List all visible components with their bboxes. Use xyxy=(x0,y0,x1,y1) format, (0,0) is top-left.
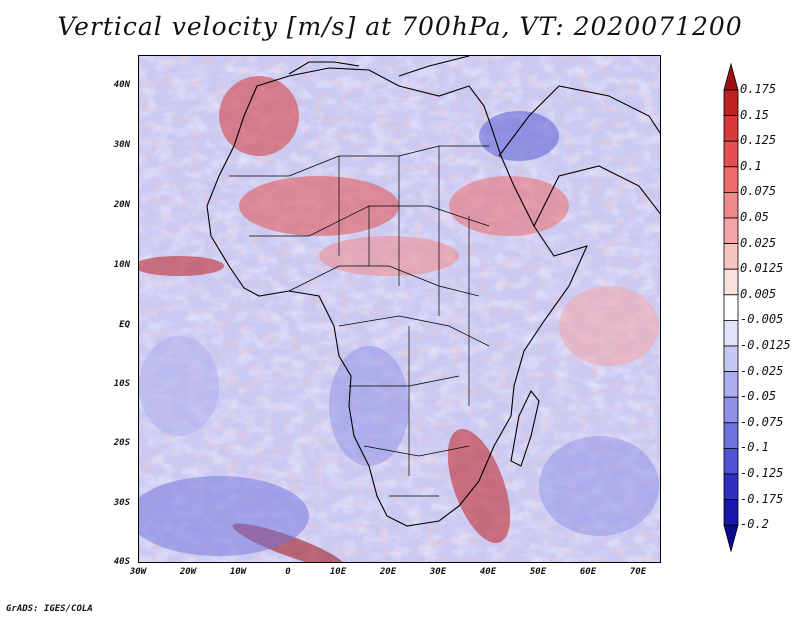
colorbar-label: -0.175 xyxy=(740,491,784,506)
colorbar-segment xyxy=(723,473,739,501)
colorbar-segment xyxy=(723,268,739,296)
lon-label: 10E xyxy=(329,567,347,577)
colorbar-segment xyxy=(723,422,739,449)
descent-regions xyxy=(139,111,659,556)
colorbar-label: 0.1 xyxy=(740,158,762,173)
lon-label: 30E xyxy=(429,567,447,577)
colorbar-label: 0.005 xyxy=(740,286,777,301)
colorbar-segment xyxy=(723,447,739,475)
colorbar-segment xyxy=(723,166,739,193)
colorbar-label: 0.025 xyxy=(740,235,777,250)
lat-label: 30N xyxy=(113,140,130,150)
colorbar-label: 0.125 xyxy=(740,133,777,148)
colorbar-segment xyxy=(723,345,739,373)
colorbar-label: -0.075 xyxy=(740,414,784,429)
colorbar-label: 0.175 xyxy=(740,82,777,96)
colorbar-segment xyxy=(723,115,739,142)
colorbar-segment xyxy=(723,294,739,321)
lat-label: 30S xyxy=(113,498,130,508)
colorbar-label: -0.05 xyxy=(740,389,777,404)
lon-label: 70E xyxy=(629,567,647,577)
lon-label: 20E xyxy=(379,567,397,577)
coastlines xyxy=(206,56,660,527)
colorbar-segment xyxy=(723,89,739,117)
colorbar-label: -0.1 xyxy=(740,440,769,455)
colorbar-label: -0.025 xyxy=(740,363,784,378)
colorbar-label: 0.0125 xyxy=(740,261,784,276)
colorbar-label: -0.0125 xyxy=(740,338,791,352)
lon-label: 40E xyxy=(479,567,497,577)
lat-label: 40N xyxy=(113,80,130,90)
colorbar-segment xyxy=(723,140,739,168)
velocity-field-map xyxy=(139,56,660,562)
lat-label: EQ xyxy=(119,320,130,330)
colorbar-label: -0.125 xyxy=(740,466,784,480)
lat-label: 20N xyxy=(113,200,130,210)
lon-label: 60E xyxy=(579,567,597,577)
colorbar-label: -0.2 xyxy=(740,517,769,532)
lat-label: 10S xyxy=(113,379,130,389)
colorbar-segment xyxy=(723,319,739,347)
colorbar xyxy=(723,62,739,553)
lon-label: 10W xyxy=(229,567,247,577)
colorbar-segment xyxy=(723,217,739,245)
colorbar-label: 0.15 xyxy=(740,107,769,122)
colorbar-label: -0.005 xyxy=(740,312,784,327)
colorbar-segment xyxy=(723,243,739,270)
lat-label: 20S xyxy=(113,438,130,448)
colorbar-segment xyxy=(723,62,739,91)
chart-title: Vertical velocity [m/s] at 700hPa, VT: 2… xyxy=(57,12,743,41)
colorbar-label: 0.05 xyxy=(740,210,769,224)
colorbar-segment xyxy=(723,191,739,219)
lon-label: 30W xyxy=(129,567,147,577)
map-plot-area xyxy=(138,55,661,563)
colorbar-segment xyxy=(723,371,739,398)
lon-label: 50E xyxy=(529,567,547,577)
colorbar-segment xyxy=(723,396,739,424)
lat-label: 40S xyxy=(113,557,130,567)
colorbar-segment xyxy=(723,524,739,553)
lon-label: 20W xyxy=(179,567,197,577)
ascent-regions xyxy=(139,76,659,562)
lon-label: 0 xyxy=(285,567,291,577)
colorbar-label: 0.075 xyxy=(740,184,777,199)
colorbar-segment xyxy=(723,499,739,526)
country-borders xyxy=(229,145,490,497)
lat-label: 10N xyxy=(113,260,130,270)
credit-text: GrADS: IGES/COLA xyxy=(6,604,93,614)
